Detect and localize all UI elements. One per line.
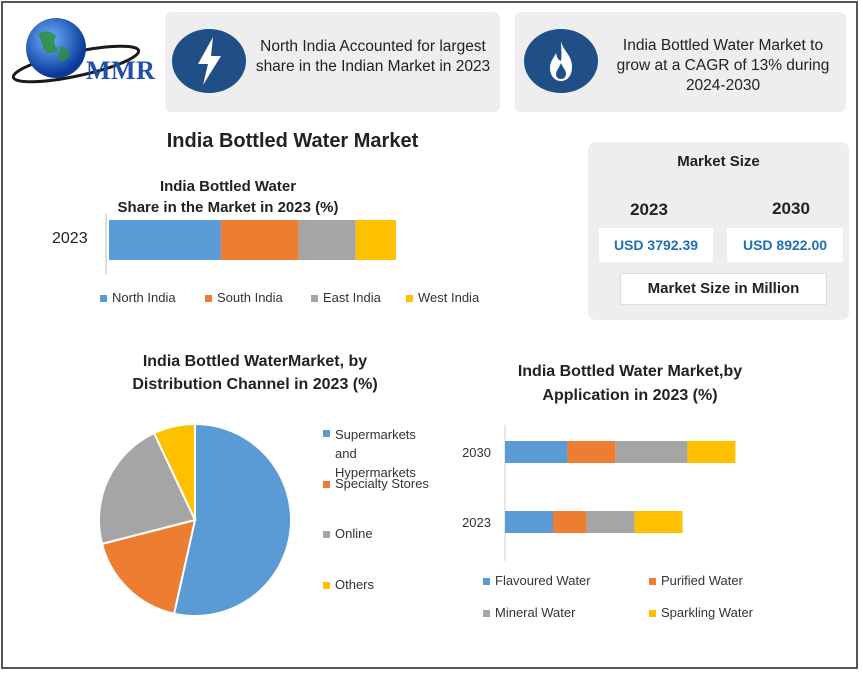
bar-segment-mineral-water-2023: [586, 511, 635, 533]
distribution-chart-title: India Bottled WaterMarket, by Distributi…: [132, 353, 378, 393]
legend-others: Others: [323, 577, 374, 592]
application-chart: 2030 2023: [462, 425, 736, 561]
bar-segment-north-india: [109, 220, 221, 260]
logo-text: MMR: [86, 56, 156, 85]
regional-share-chart: [105, 214, 396, 274]
bar-segment-purified-water-2030: [567, 441, 616, 463]
lightning-icon: [172, 29, 246, 93]
pie-slice-online: [98, 431, 197, 546]
legend-north-india: North India: [100, 290, 176, 305]
legend-online: Online: [323, 526, 373, 541]
highlight-card-north-india: North India Accounted for largest share …: [165, 12, 500, 112]
legend-flavoured-water: Flavoured Water: [483, 573, 591, 588]
pie-slice-others: [152, 422, 196, 521]
highlight-card-cagr: India Bottled Water Market to grow at a …: [515, 12, 846, 112]
regional-chart-title: India Bottled Water Share in the Market …: [117, 178, 339, 216]
highlight-text-2: India Bottled Water Market to grow at a …: [616, 37, 830, 94]
market-size-value-2023: USD 3792.39: [599, 228, 713, 262]
distribution-pie-chart: [98, 422, 292, 617]
market-size-footer: Market Size in Million: [620, 273, 827, 305]
bar-segment-east-india: [298, 220, 356, 260]
bar-segment-sparkling-water-2030: [687, 441, 736, 463]
market-size-heading: Market Size: [677, 153, 760, 170]
category-label-2030: 2030: [462, 445, 491, 460]
market-size-value-2030: USD 8922.00: [727, 228, 843, 262]
legend-mineral-water: Mineral Water: [483, 605, 575, 620]
market-size-year-2023: 2023: [630, 200, 668, 219]
pie-slice-supermarkets-and-hypermarkets: [172, 422, 292, 617]
bar-segment-flavoured-water-2030: [505, 441, 568, 463]
legend-purified-water: Purified Water: [649, 573, 743, 588]
bar-segment-purified-water-2023: [553, 511, 587, 533]
regional-bar-category-label: 2023: [52, 230, 88, 247]
mmr-logo: MMR: [8, 12, 168, 92]
application-chart-title: India Bottled Water Market,by Applicatio…: [517, 363, 743, 404]
legend-west-india: West India: [406, 290, 479, 305]
legend-south-india: South India: [205, 290, 283, 305]
globe-icon: [11, 18, 141, 84]
main-title: India Bottled Water Market: [166, 130, 419, 152]
highlight-text-1: North India Accounted for largest share …: [255, 38, 491, 75]
bar-segment-flavoured-water-2023: [505, 511, 553, 533]
bar-segment-west-india: [355, 220, 396, 260]
pie-slice-specialty-stores: [100, 518, 197, 615]
bar-segment-mineral-water-2030: [615, 441, 688, 463]
market-size-panel: Market Size 2023 2030 USD 3792.39 USD 89…: [588, 142, 849, 320]
legend-east-india: East India: [311, 290, 381, 305]
legend-specialty-stores: Specialty Stores: [323, 476, 429, 491]
legend-supermarkets: Supermarkets and Hypermarkets: [323, 425, 416, 482]
legend-sparkling-water: Sparkling Water: [649, 605, 753, 620]
market-size-year-2030: 2030: [772, 199, 810, 218]
category-label-2023: 2023: [462, 515, 491, 530]
bar-segment-sparkling-water-2023: [634, 511, 683, 533]
bar-segment-south-india: [220, 220, 299, 260]
flame-icon: [524, 29, 598, 93]
